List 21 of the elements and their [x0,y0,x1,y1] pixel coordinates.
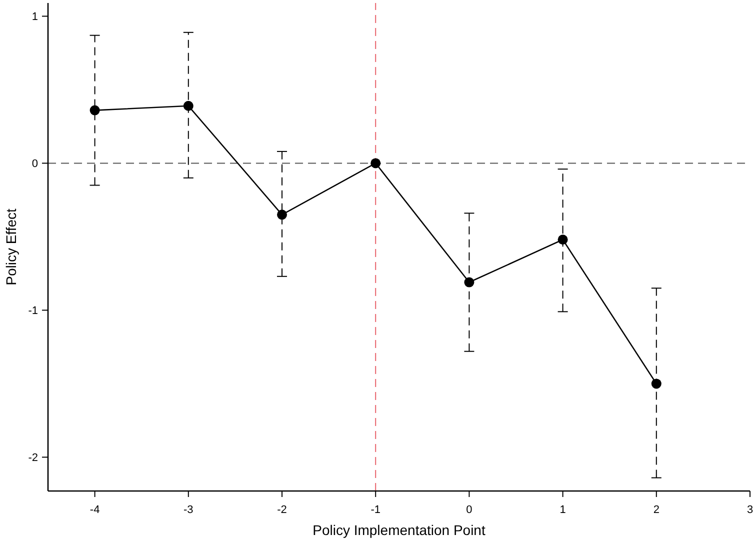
x-tick-label: -4 [90,504,100,516]
y-axis-title: Policy Effect [3,208,19,286]
x-tick-label: 2 [653,504,660,516]
point [651,378,662,389]
point [558,234,568,245]
point [90,105,100,116]
y-tick-label: -2 [28,452,38,464]
x-tick-label: 1 [560,504,566,516]
x-axis-title: Policy Implementation Point [312,522,486,538]
x-tick-label: 0 [466,504,472,516]
y-tick-label: 1 [32,11,38,24]
x-tick-label: -1 [370,504,380,516]
point [183,100,194,111]
point [464,277,474,288]
x-tick-label: 3 [746,504,754,516]
y-tick-label: 0 [32,158,38,170]
x-tick-label: -2 [277,504,287,516]
x-tick-label: -3 [184,504,194,516]
point [370,158,381,168]
point [277,210,287,220]
y-tick-label: -1 [28,305,38,318]
